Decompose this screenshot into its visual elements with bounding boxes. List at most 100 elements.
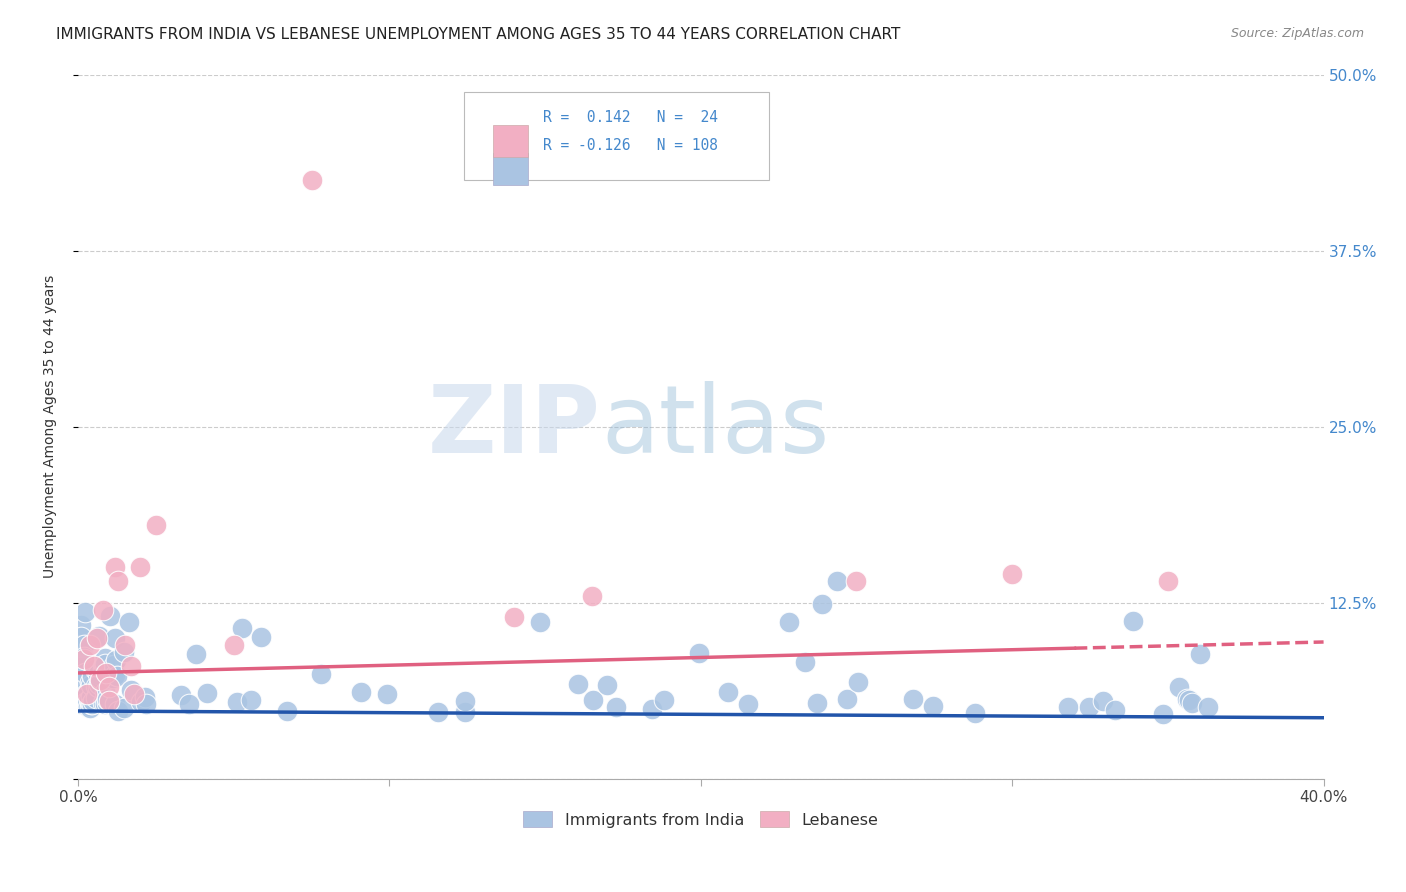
Point [91,602,114,616]
Point [454,705,477,719]
Point [70,660,93,674]
Point [107,704,129,718]
Point [529,615,551,630]
Text: R =  0.142   N =  24: R = 0.142 N = 24 [543,111,717,125]
Y-axis label: Unemployment Among Ages 35 to 44 years: Unemployment Among Ages 35 to 44 years [44,275,58,578]
Point [89,673,111,687]
Point [73,652,96,666]
Point [80,669,103,683]
Point [901,692,924,706]
Point [103,671,125,685]
Point [350,685,373,699]
Point [105,653,128,667]
Point [70,695,93,709]
Point [79,699,101,714]
Point [76,687,98,701]
Point [98,694,121,708]
Point [582,692,605,706]
Point [70,673,93,687]
Point [567,677,589,691]
Point [131,695,153,709]
Point [845,574,868,589]
Point [70,697,93,711]
Point [122,687,145,701]
Point [846,675,869,690]
Point [1122,615,1144,629]
Point [503,609,526,624]
Point [75,605,97,619]
Point [309,667,332,681]
Point [120,659,142,673]
Point [105,669,128,683]
Point [170,688,193,702]
Point [114,638,136,652]
Point [963,706,986,721]
Point [112,645,135,659]
Bar [492,125,527,157]
Point [82,694,104,708]
Point [79,693,101,707]
Point [1078,699,1101,714]
Point [70,689,93,703]
Point [226,695,249,709]
Point [375,688,398,702]
Point [70,690,93,704]
Point [103,668,125,682]
Point [79,638,101,652]
Point [1178,693,1201,707]
Point [83,659,105,673]
Point [177,697,200,711]
Point [250,631,273,645]
FancyBboxPatch shape [464,92,769,180]
Point [70,691,93,706]
Point [79,690,101,704]
Point [73,650,96,665]
Point [1188,647,1211,661]
Point [103,658,125,673]
Point [104,697,127,711]
Point [129,560,152,574]
Point [87,680,110,694]
Point [70,691,93,706]
Point [231,621,253,635]
Point [605,699,627,714]
Point [80,678,103,692]
Point [640,701,662,715]
Point [135,697,157,711]
Point [70,618,93,632]
Point [778,615,800,629]
Point [688,646,710,660]
Point [98,680,121,694]
Point [70,690,93,705]
Point [1181,696,1204,710]
Point [86,631,108,645]
Point [835,691,858,706]
Point [145,518,167,533]
Point [737,697,759,711]
Point [70,630,93,644]
Point [652,693,675,707]
Point [91,696,114,710]
Point [1104,703,1126,717]
Point [84,679,107,693]
Point [1175,692,1198,706]
Point [794,656,817,670]
Point [83,662,105,676]
Point [454,693,477,707]
Text: R = -0.126   N = 108: R = -0.126 N = 108 [543,138,717,153]
Point [91,662,114,676]
Point [581,589,603,603]
Point [94,657,117,672]
Point [806,696,828,710]
Point [76,700,98,714]
Point [118,615,141,629]
Point [98,609,121,624]
Point [87,629,110,643]
Legend: Immigrants from India, Lebanese: Immigrants from India, Lebanese [517,805,884,834]
Point [1197,700,1219,714]
Point [922,699,945,714]
Point [84,691,107,706]
Point [96,696,118,710]
Point [827,574,849,589]
Point [1057,699,1080,714]
